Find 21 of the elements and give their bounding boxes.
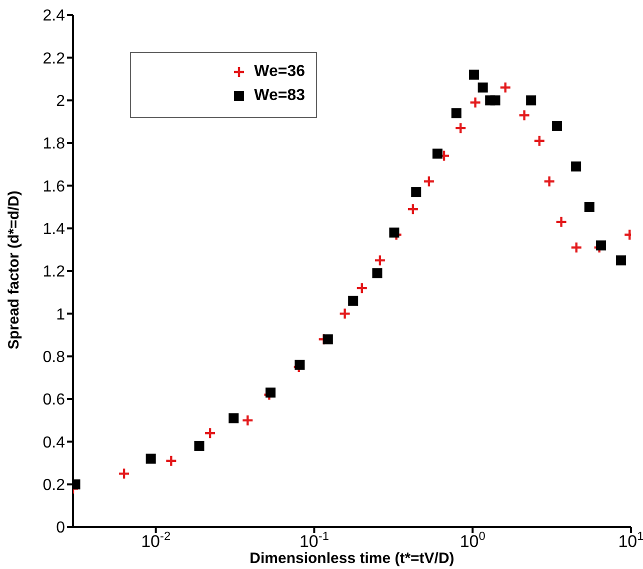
y-tick-label: 0.2 xyxy=(42,477,66,494)
legend-label: We=36 xyxy=(254,63,305,81)
y-tick-label: 0 xyxy=(56,520,66,537)
y-tick-label: 1.2 xyxy=(42,264,66,281)
legend-label: We=83 xyxy=(254,87,305,105)
y-tick-label: 0.6 xyxy=(42,392,66,409)
x-tick-label: 10$^{-1}$ xyxy=(299,529,330,551)
y-tick-label: 1 xyxy=(56,306,66,324)
y-tick-label: 1.6 xyxy=(42,178,66,196)
x-tick-label: 10$^{-2}$ xyxy=(141,529,171,551)
y-axis-title: Spread factor (d*=d/D) xyxy=(6,190,22,350)
y-tick-label: 0.4 xyxy=(42,434,66,452)
x-tick-label: 10$^{1}$ xyxy=(618,529,643,551)
x-tick-label: 10$^{0}$ xyxy=(460,529,486,551)
y-tick-label: 1.8 xyxy=(42,136,66,153)
y-tick-label: 2.2 xyxy=(42,50,66,68)
y-tick-label: 2.4 xyxy=(42,8,66,25)
x-axis-title: Dimensionless time (t*=tV/D) xyxy=(248,550,456,567)
y-tick-label: 1.4 xyxy=(42,221,66,238)
y-tick-label: 0.8 xyxy=(42,349,66,366)
y-tick-label: 2 xyxy=(56,93,66,110)
